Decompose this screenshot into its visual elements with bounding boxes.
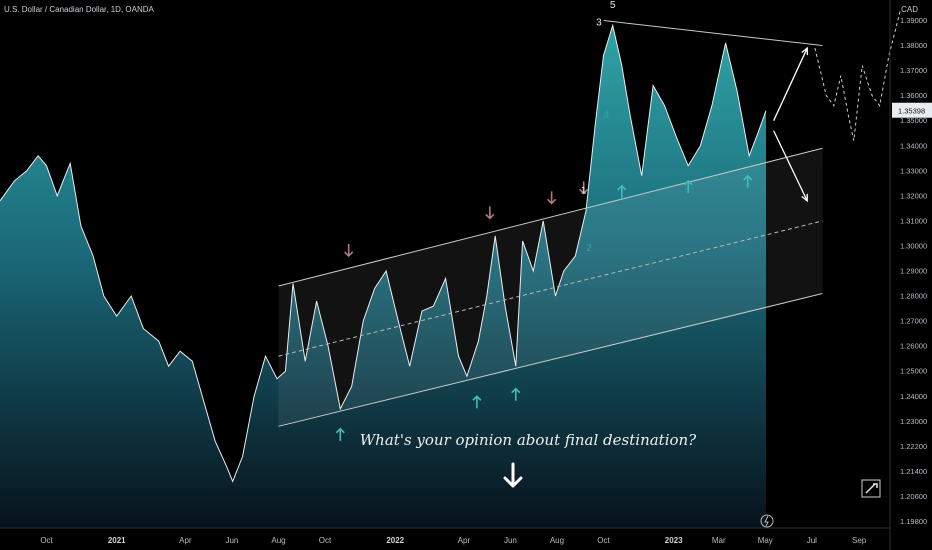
x-tick-label: Jun xyxy=(225,536,238,545)
y-tick-label: 1.31000 xyxy=(900,216,927,225)
x-tick-label: Aug xyxy=(271,536,285,545)
projection-path xyxy=(814,10,901,141)
scenario-arrowhead-1 xyxy=(801,46,808,56)
scenario-arrow-2 xyxy=(773,130,808,202)
y-tick-label: 1.30000 xyxy=(900,242,927,251)
y-tick-label: 1.37000 xyxy=(900,66,927,75)
channel-mid xyxy=(278,220,823,357)
up-arrow-5 xyxy=(683,179,693,193)
up-arrow-2 xyxy=(472,395,482,409)
up-arrow-4 xyxy=(617,184,627,198)
down-arrow-4 xyxy=(579,181,589,195)
down-arrow-2 xyxy=(485,206,495,220)
x-tick-label: Jul xyxy=(807,536,817,545)
channel-lower xyxy=(278,293,823,427)
x-tick-label: Mar xyxy=(712,536,726,545)
lightning-icon[interactable] xyxy=(760,514,774,528)
y-tick-label: 1.27000 xyxy=(900,317,927,326)
x-tick-label: 2021 xyxy=(108,536,126,545)
y-tick-label: 1.35000 xyxy=(900,116,927,125)
y-tick-label: 1.38000 xyxy=(900,41,927,50)
down-arrow-3 xyxy=(547,191,557,205)
annotation-down-arrow xyxy=(503,462,523,488)
wave-label-5: 2 xyxy=(586,243,592,254)
y-tick-label: 1.20600 xyxy=(900,492,927,501)
y-tick-label: 1.21400 xyxy=(900,467,927,476)
price-area xyxy=(0,25,766,528)
x-tick-label: May xyxy=(758,536,773,545)
y-tick-label: 1.39000 xyxy=(900,16,927,25)
x-tick-label: Oct xyxy=(597,536,610,545)
down-arrow-1 xyxy=(344,243,354,258)
up-arrow-1 xyxy=(335,427,345,441)
annotation-text: What's your opinion about final destinat… xyxy=(360,431,697,449)
channel-upper xyxy=(278,147,823,287)
y-tick-label: 1.22200 xyxy=(900,442,927,451)
y-tick-label: 1.19800 xyxy=(900,517,927,526)
x-tick-label: 2023 xyxy=(665,536,683,545)
currency-label: CAD xyxy=(901,5,918,14)
x-tick-label: Sep xyxy=(852,536,867,545)
wave-label-3: 4 xyxy=(604,110,610,121)
up-arrow-3 xyxy=(511,387,521,401)
x-tick-label: Jun xyxy=(504,536,517,545)
scenario-arrow-1 xyxy=(773,47,808,121)
y-tick-label: 1.23000 xyxy=(900,417,927,426)
y-tick-label: 1.36000 xyxy=(900,91,927,100)
x-tick-label: Oct xyxy=(40,536,53,545)
x-tick-label: Apr xyxy=(179,536,192,545)
x-tick-label: Aug xyxy=(550,536,564,545)
x-tick-label: 2022 xyxy=(386,536,404,545)
y-tick-label: 1.26000 xyxy=(900,342,927,351)
y-tick-label: 1.24000 xyxy=(900,392,927,401)
wave-label-1: 5 xyxy=(610,0,616,11)
price-line xyxy=(0,23,767,483)
x-tick-label: Apr xyxy=(458,536,471,545)
drawing-tool-icon[interactable] xyxy=(861,479,881,498)
wave-label-4: 1 xyxy=(581,185,587,196)
scenario-arrowhead-2 xyxy=(801,193,808,203)
y-tick-label: 1.32000 xyxy=(900,191,927,200)
y-tick-label: 1.28000 xyxy=(900,292,927,301)
symbol-title[interactable]: U.S. Dollar / Canadian Dollar, 1D, OANDA xyxy=(4,5,154,14)
y-tick-label: 1.34000 xyxy=(900,141,927,150)
last-price-label: 1.35398 xyxy=(898,107,925,116)
y-tick-label: 1.25000 xyxy=(900,367,927,376)
wave-label-2: 3 xyxy=(596,18,602,29)
channel-fill xyxy=(278,148,823,427)
wedge-top-line xyxy=(603,20,823,47)
y-tick-label: 1.29000 xyxy=(900,267,927,276)
up-arrow-6 xyxy=(743,174,753,188)
last-price-badge xyxy=(892,102,932,118)
y-tick-label: 1.33000 xyxy=(900,166,927,175)
x-tick-label: Oct xyxy=(319,536,332,545)
